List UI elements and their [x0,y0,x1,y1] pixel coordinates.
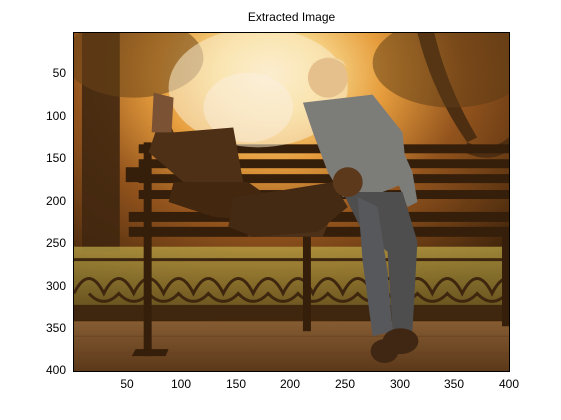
x-tick-label: 200 [279,377,301,391]
image-axes[interactable] [73,32,510,372]
x-tick-label: 400 [498,377,520,391]
y-tick-label: 100 [45,109,66,123]
x-tick-label: 100 [170,377,192,391]
extracted-photo [74,33,509,371]
x-tick-label: 300 [389,377,411,391]
y-tick-label: 350 [45,321,66,335]
y-tick-label: 150 [45,151,66,165]
y-tick-label: 200 [45,194,66,208]
x-tick-label: 350 [443,377,465,391]
x-tick-label: 250 [334,377,356,391]
x-tick-label: 150 [225,377,247,391]
y-tick-label: 50 [52,66,66,80]
y-tick-label: 250 [45,236,66,250]
y-tick-label: 400 [45,363,66,377]
figure-title: Extracted Image [247,10,336,24]
x-tick-label: 50 [120,377,134,391]
y-tick-label: 300 [45,279,66,293]
